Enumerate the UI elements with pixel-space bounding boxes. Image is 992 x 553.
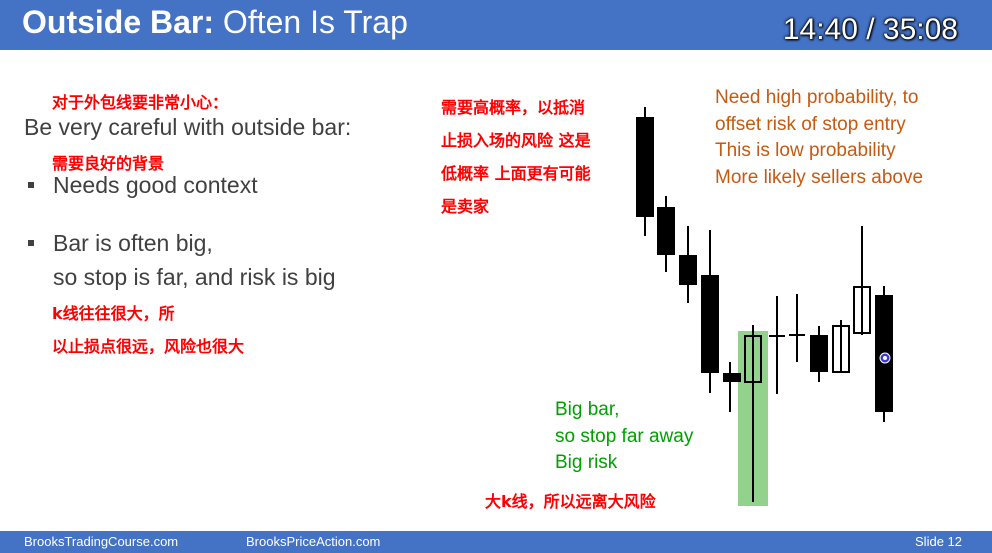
candle <box>679 226 697 303</box>
title-bar: Outside Bar: Often Is Trap 14:40 / 35:08 <box>0 0 992 50</box>
candle <box>810 326 828 382</box>
candle <box>832 320 850 373</box>
candle <box>853 226 871 335</box>
candle <box>789 294 805 362</box>
outside-bar-candle <box>744 325 762 502</box>
candle <box>636 107 654 236</box>
zh-probability-line2: 止损入场的风险 这是 <box>441 131 591 150</box>
bullet-marker <box>28 182 34 188</box>
slide-title: Outside Bar: Often Is Trap <box>22 4 408 41</box>
probability-note-line3: This is low probability <box>715 140 896 161</box>
slide-title-rest: Often Is Trap <box>222 4 408 40</box>
footer-brooks-price-action: BrooksPriceAction.com <box>246 534 381 549</box>
big-bar-note-line1: Big bar, <box>555 399 620 420</box>
bullet-bar-big-line1: Bar is often big, <box>53 230 213 256</box>
footer-brooks-trading-course: BrooksTradingCourse.com <box>24 534 179 549</box>
zh-big-bar-note-line1: k线往往很大，所 <box>52 304 175 323</box>
marker-dot-center <box>883 356 887 360</box>
slide-number: Slide 12 <box>915 534 962 549</box>
zh-big-bar-risk-note: 大k线，所以远离大风险 <box>485 492 656 511</box>
big-bar-note-line3: Big risk <box>555 452 618 473</box>
zh-big-bar-note-line2: 以止损点很远，风险也很大 <box>52 337 245 356</box>
bullet-marker <box>28 240 34 246</box>
probability-note-line1: Need high probability, to <box>715 87 919 108</box>
bullet-bar-big-line2: so stop is far, and risk is big <box>53 264 336 290</box>
careful-heading: Be very careful with outside bar: <box>24 114 352 140</box>
video-timer: 14:40 / 35:08 <box>782 13 958 46</box>
zh-context-note: 需要良好的背景 <box>52 154 165 173</box>
candle <box>769 296 785 394</box>
zh-probability-line4: 是卖家 <box>441 197 490 216</box>
bullet-good-context: Needs good context <box>53 172 258 198</box>
footer-bar: BrooksTradingCourse.com BrooksPriceActio… <box>0 531 992 553</box>
probability-note-line2: offset risk of stop entry <box>715 113 906 135</box>
zh-probability-line3: 低概率 上面更有可能 <box>441 164 591 183</box>
slide-title-bold: Outside Bar: <box>22 4 215 40</box>
probability-note-line4: More likely sellers above <box>715 166 924 188</box>
zh-careful-note: 对于外包线要非常小心： <box>52 93 229 112</box>
candle <box>701 230 719 393</box>
big-bar-note-line2: so stop far away <box>555 425 694 447</box>
candle <box>657 196 675 272</box>
candle <box>723 362 741 412</box>
zh-probability-line1: 需要高概率，以抵消 <box>441 98 586 117</box>
